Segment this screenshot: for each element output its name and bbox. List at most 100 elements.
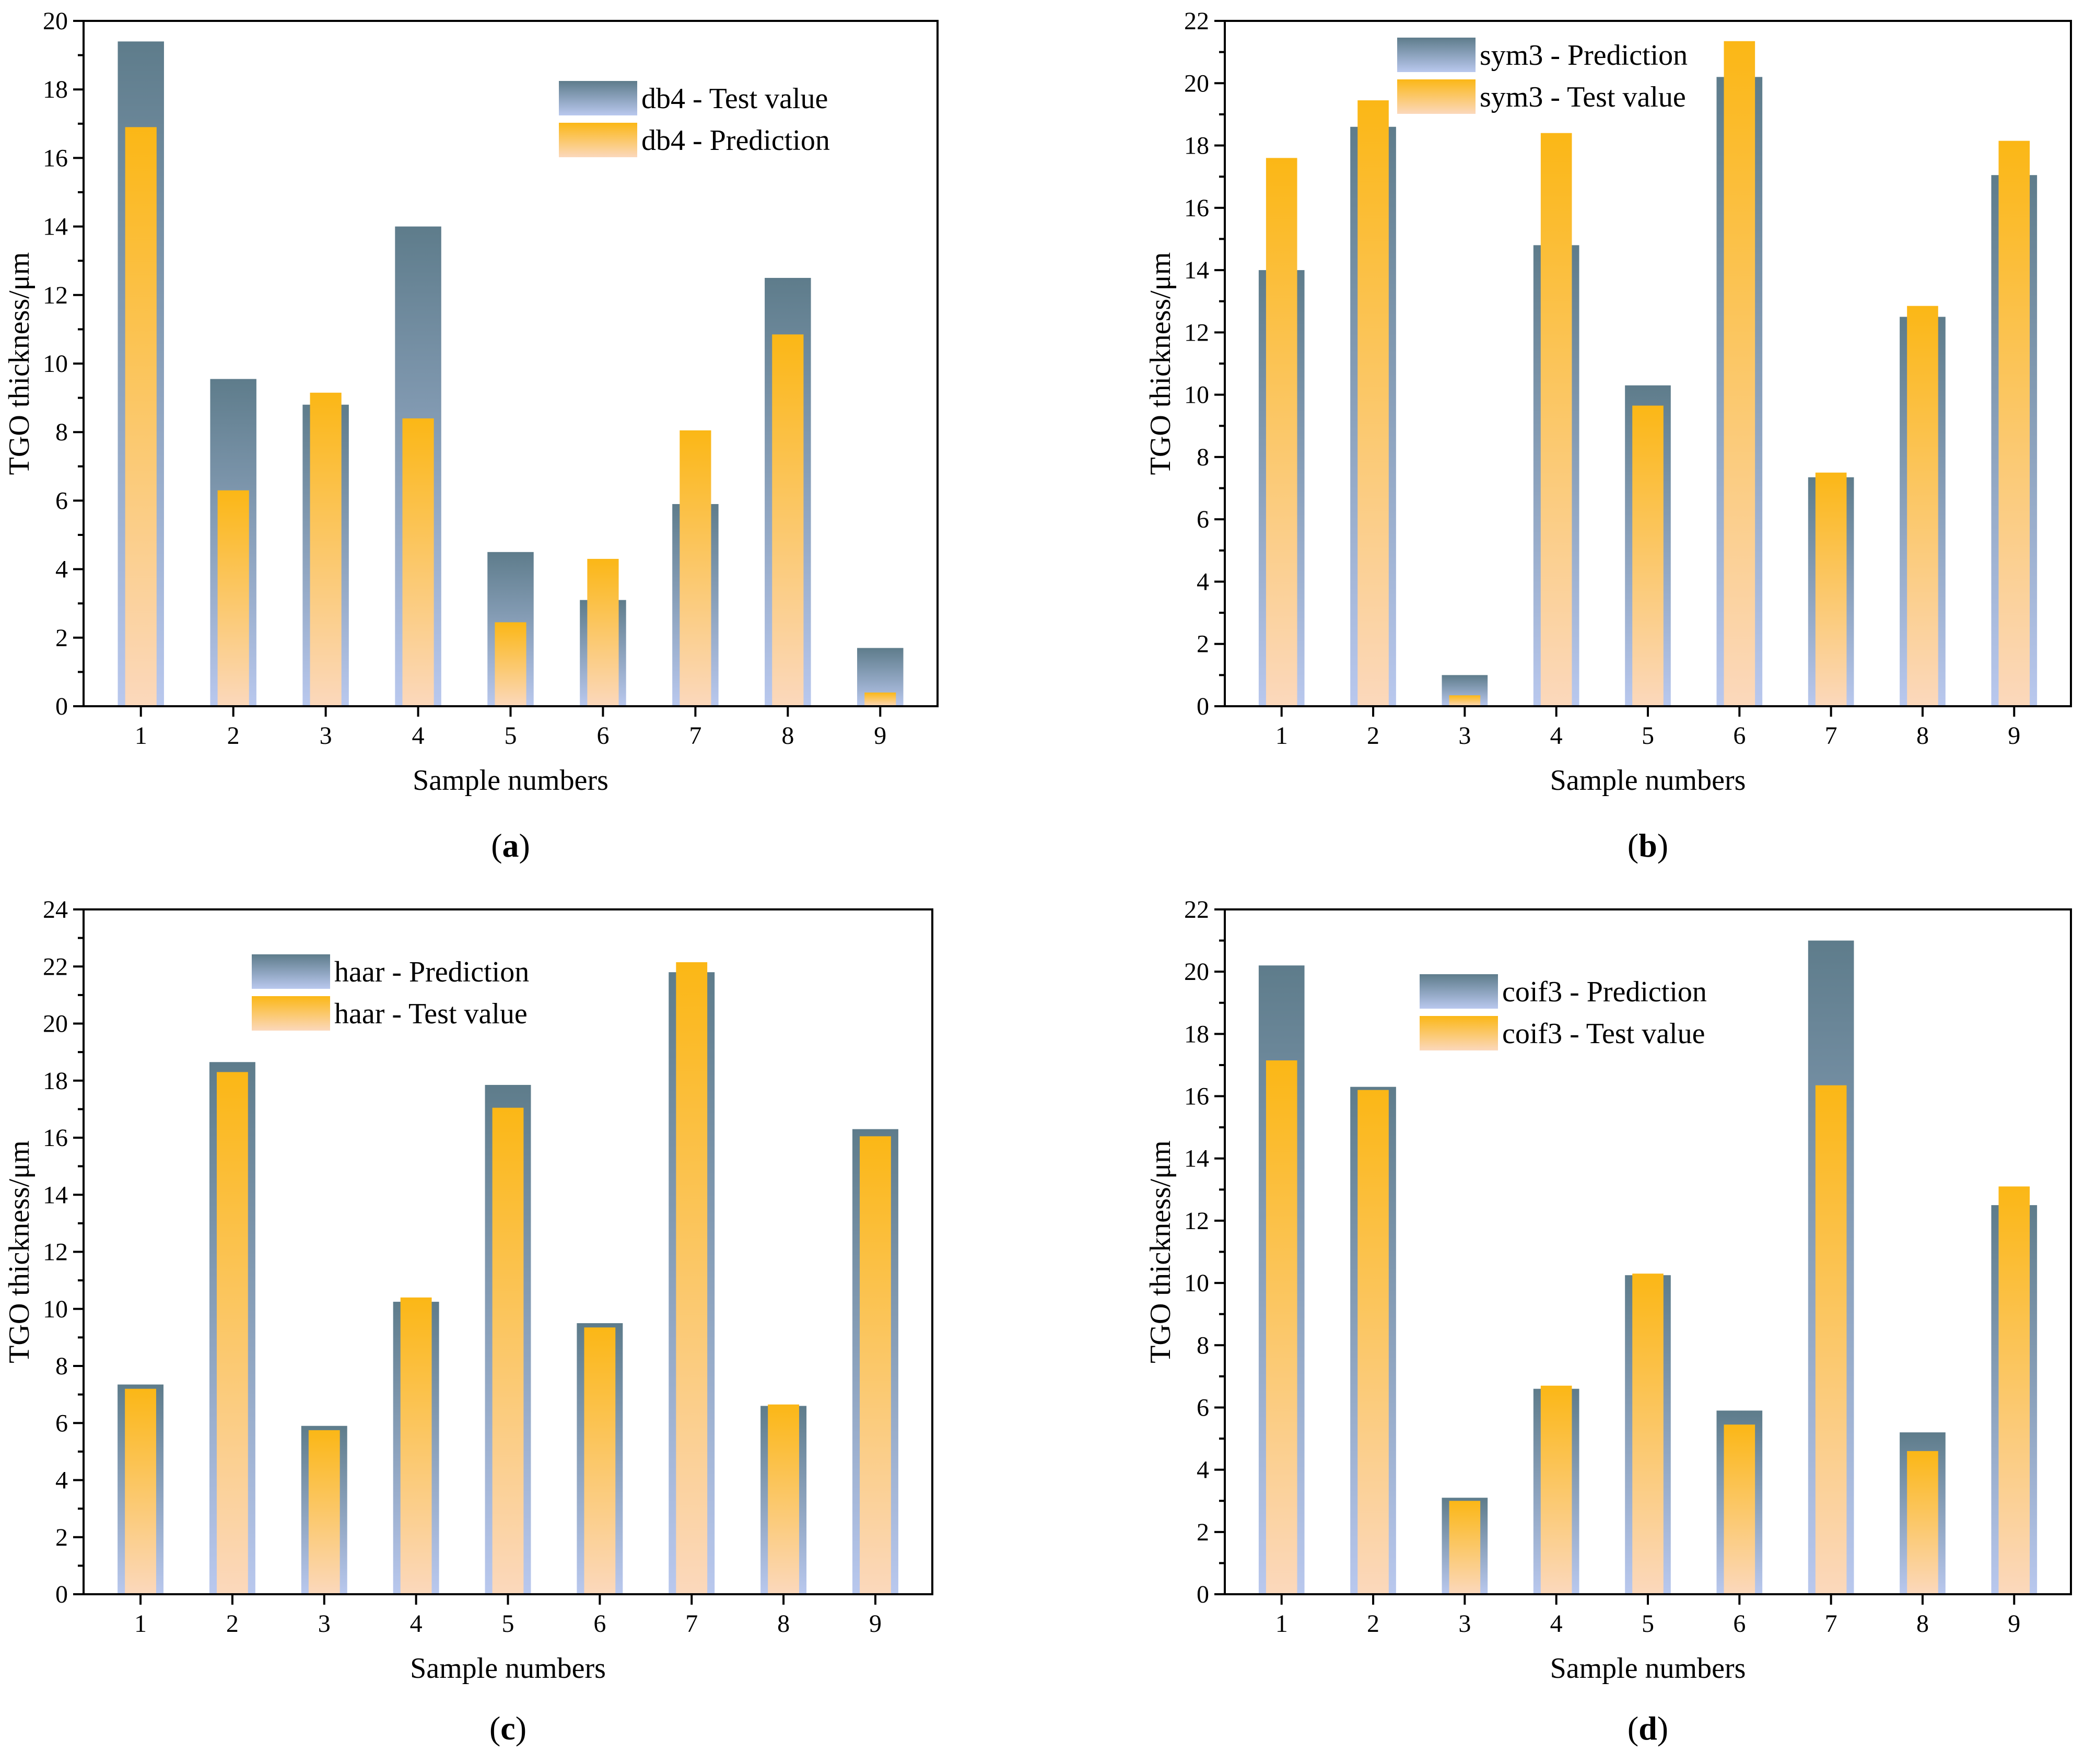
panel-label-letter: d bbox=[1638, 1710, 1657, 1747]
bar-db4-prediction-sample-8 bbox=[772, 334, 804, 706]
y-tick-label: 2 bbox=[55, 624, 68, 652]
x-tick-label: 8 bbox=[1916, 1610, 1929, 1638]
x-tick-label: 5 bbox=[1642, 722, 1654, 750]
bar-db4-prediction-sample-2 bbox=[217, 490, 249, 706]
legend-swatch-light bbox=[1397, 79, 1476, 114]
x-tick-label: 4 bbox=[1550, 722, 1563, 750]
y-tick-label: 6 bbox=[1197, 1394, 1209, 1421]
y-tick-label: 24 bbox=[43, 896, 68, 924]
y-tick-label: 14 bbox=[1184, 1145, 1209, 1173]
y-tick-label: 8 bbox=[55, 418, 68, 446]
legend-label: db4 - Test value bbox=[641, 83, 828, 115]
x-tick-label: 6 bbox=[1733, 722, 1746, 750]
x-axis-title: Sample numbers bbox=[1550, 764, 1746, 797]
y-tick-label: 16 bbox=[43, 1124, 68, 1152]
x-tick-label: 3 bbox=[1458, 722, 1471, 750]
bar-sym3-testvalue-sample-4 bbox=[1540, 133, 1572, 706]
bar-db4-prediction-sample-3 bbox=[310, 392, 342, 706]
legend-swatch-light bbox=[1420, 1016, 1498, 1050]
bar-sym3-testvalue-sample-9 bbox=[1998, 141, 2030, 707]
y-tick-label: 18 bbox=[1184, 1020, 1209, 1048]
x-tick-label: 7 bbox=[1825, 722, 1837, 750]
y-tick-label: 18 bbox=[43, 76, 68, 103]
bar-sym3-testvalue-sample-3 bbox=[1449, 695, 1481, 706]
y-tick-label: 8 bbox=[1197, 1331, 1209, 1359]
bar-haar-testvalue-sample-5 bbox=[492, 1107, 524, 1594]
y-tick-label: 22 bbox=[43, 953, 68, 980]
bar-haar-testvalue-sample-4 bbox=[400, 1297, 432, 1594]
x-tick-label: 1 bbox=[1275, 722, 1288, 750]
y-tick-label: 12 bbox=[1184, 319, 1209, 346]
y-tick-label: 4 bbox=[1197, 1456, 1209, 1484]
legend: sym3 - Prediction sym3 - Test value bbox=[1397, 38, 1688, 114]
bar-haar-testvalue-sample-9 bbox=[860, 1136, 891, 1594]
bar-db4-prediction-sample-7 bbox=[680, 430, 711, 706]
panel-label-open: ( bbox=[1628, 827, 1638, 864]
x-tick-label: 1 bbox=[1275, 1610, 1288, 1638]
y-tick-label: 16 bbox=[1184, 194, 1209, 222]
y-tick-label: 10 bbox=[43, 1295, 68, 1323]
legend-swatch-light bbox=[559, 123, 637, 157]
bar-db4-prediction-sample-5 bbox=[495, 622, 526, 706]
y-tick-label: 22 bbox=[1184, 7, 1209, 35]
y-tick-label: 10 bbox=[1184, 1269, 1209, 1297]
y-tick-label: 6 bbox=[55, 1409, 68, 1437]
legend: coif3 - Prediction coif3 - Test value bbox=[1420, 974, 1707, 1050]
x-tick-label: 7 bbox=[689, 722, 701, 750]
x-tick-label: 9 bbox=[2008, 1610, 2020, 1638]
legend-swatch-light bbox=[252, 996, 330, 1031]
bar-sym3-testvalue-sample-6 bbox=[1724, 41, 1755, 706]
y-tick-label: 8 bbox=[1197, 443, 1209, 471]
y-tick-label: 12 bbox=[1184, 1207, 1209, 1235]
y-tick-label: 6 bbox=[1197, 506, 1209, 533]
y-axis-title: TGO thickness/μm bbox=[1144, 1140, 1177, 1363]
legend: db4 - Test value db4 - Prediction bbox=[559, 81, 830, 157]
x-tick-label: 6 bbox=[1733, 1610, 1746, 1638]
legend-label: sym3 - Test value bbox=[1480, 81, 1686, 113]
x-tick-label: 8 bbox=[777, 1610, 790, 1638]
panel-label-close: ) bbox=[1657, 1710, 1668, 1747]
bar-sym3-testvalue-sample-8 bbox=[1907, 306, 1938, 706]
x-tick-label: 9 bbox=[874, 722, 886, 750]
y-tick-label: 4 bbox=[1197, 568, 1209, 595]
x-tick-label: 8 bbox=[781, 722, 794, 750]
y-tick-label: 0 bbox=[1197, 1581, 1209, 1608]
x-tick-label: 2 bbox=[226, 1610, 239, 1638]
y-tick-label: 20 bbox=[1184, 958, 1209, 986]
y-tick-label: 14 bbox=[1184, 256, 1209, 284]
bar-coif3-testvalue-sample-1 bbox=[1266, 1060, 1297, 1594]
y-tick-label: 2 bbox=[55, 1524, 68, 1551]
y-tick-label: 6 bbox=[55, 487, 68, 515]
x-tick-label: 3 bbox=[320, 722, 332, 750]
x-tick-label: 5 bbox=[505, 722, 517, 750]
legend-swatch-dark bbox=[252, 954, 330, 989]
y-tick-label: 18 bbox=[1184, 132, 1209, 160]
x-tick-label: 2 bbox=[1367, 722, 1379, 750]
x-tick-label: 4 bbox=[1550, 1610, 1563, 1638]
panel-label-letter: a bbox=[502, 827, 519, 864]
bar-sym3-testvalue-sample-5 bbox=[1632, 405, 1664, 706]
y-tick-label: 10 bbox=[1184, 381, 1209, 409]
legend-label: db4 - Prediction bbox=[641, 124, 830, 157]
panel-label-open: ( bbox=[489, 1710, 500, 1747]
x-tick-label: 5 bbox=[1642, 1610, 1654, 1638]
panel-label-letter: b bbox=[1638, 827, 1657, 864]
bar-coif3-testvalue-sample-8 bbox=[1907, 1451, 1938, 1594]
legend: haar - Prediction haar - Test value bbox=[252, 954, 529, 1031]
y-tick-label: 20 bbox=[43, 7, 68, 35]
bar-coif3-testvalue-sample-5 bbox=[1632, 1274, 1664, 1594]
y-tick-label: 0 bbox=[55, 1581, 68, 1608]
x-tick-label: 7 bbox=[685, 1610, 698, 1638]
x-tick-label: 1 bbox=[134, 1610, 147, 1638]
x-tick-label: 3 bbox=[1458, 1610, 1471, 1638]
legend-swatch-dark bbox=[1420, 974, 1498, 1009]
x-tick-label: 3 bbox=[318, 1610, 331, 1638]
y-axis-title: TGO thickness/μm bbox=[1144, 252, 1177, 475]
y-tick-label: 4 bbox=[55, 1467, 68, 1494]
bar-haar-testvalue-sample-6 bbox=[584, 1327, 616, 1594]
legend-label: haar - Test value bbox=[334, 998, 528, 1030]
panel-label: (a) bbox=[491, 827, 530, 864]
